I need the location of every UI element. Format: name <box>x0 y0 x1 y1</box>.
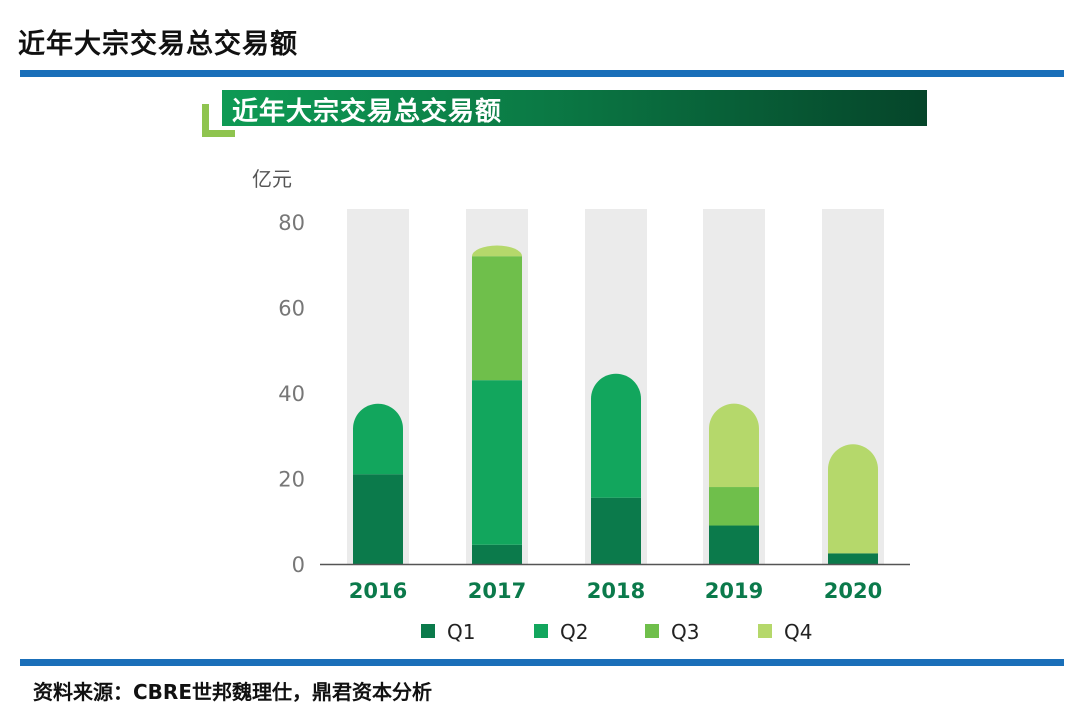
y-tick-label: 80 <box>278 211 305 235</box>
bar-segment-2019-Q1 <box>709 525 759 564</box>
bar-segment-2020-Q4 <box>828 444 878 554</box>
legend-swatch-Q4 <box>758 624 772 638</box>
bar-segment-2017-Q4 <box>471 245 522 257</box>
source-note: 资料来源：CBRE世邦魏理仕，鼎君资本分析 <box>33 680 432 704</box>
bar-segment-2017-Q1 <box>472 544 522 564</box>
chart-title: 近年大宗交易总交易额 <box>232 97 503 127</box>
bar-segment-2017-Q3 <box>472 256 522 381</box>
y-unit-label: 亿元 <box>252 167 292 191</box>
bar-segment-2019-Q4 <box>709 403 759 488</box>
legend-swatch-Q1 <box>421 624 435 638</box>
legend-label-Q4: Q4 <box>784 620 812 644</box>
x-tick-label-2016: 2016 <box>349 579 407 603</box>
bar-segment-2019-Q3 <box>709 487 759 526</box>
legend-label-Q1: Q1 <box>447 620 475 644</box>
bar-segment-2017-Q2 <box>472 380 522 545</box>
chart-title-banner: 近年大宗交易总交易额 <box>222 90 927 127</box>
legend-label-Q3: Q3 <box>671 620 699 644</box>
y-tick-label: 60 <box>278 297 305 321</box>
legend-swatch-Q3 <box>645 624 659 638</box>
x-tick-label-2017: 2017 <box>468 579 526 603</box>
x-tick-label-2020: 2020 <box>824 579 882 603</box>
y-tick-label: 40 <box>278 382 305 406</box>
bar-segment-2018-Q1 <box>591 497 641 564</box>
x-tick-label-2019: 2019 <box>705 579 763 603</box>
bar-segment-2020-Q1 <box>828 553 878 564</box>
banner-corner-ornament <box>202 104 235 137</box>
page-title: 近年大宗交易总交易额 <box>18 29 298 60</box>
legend-swatch-Q2 <box>534 624 548 638</box>
legend-label-Q2: Q2 <box>560 620 588 644</box>
y-tick-label: 0 <box>292 553 305 577</box>
x-tick-label-2018: 2018 <box>587 579 645 603</box>
bottom-divider <box>20 659 1064 666</box>
y-tick-label: 20 <box>278 468 305 492</box>
bar-segment-2016-Q1 <box>353 474 403 564</box>
bar-segment-2016-Q2 <box>353 403 403 475</box>
bar-segment-2018-Q2 <box>591 373 641 498</box>
top-divider <box>20 70 1064 77</box>
